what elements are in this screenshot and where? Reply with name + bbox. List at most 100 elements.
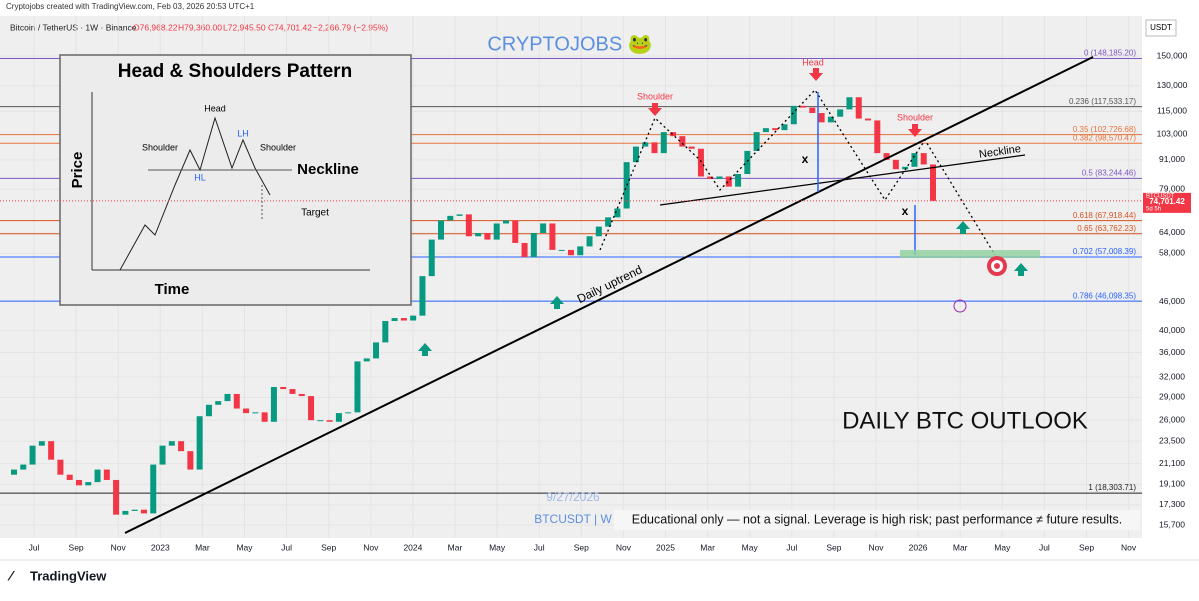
- candle: [224, 393, 231, 402]
- candle: [688, 146, 695, 149]
- symbol: Bitcoin / TetherUS · 1W · Binance: [10, 22, 137, 32]
- candle: [521, 242, 528, 258]
- time-tick-label: Nov: [363, 542, 379, 552]
- price-tick-label: 36,000: [1159, 347, 1185, 357]
- neckline: [659, 154, 1026, 206]
- candle: [670, 132, 677, 137]
- candle: [187, 451, 194, 470]
- fib-label: 1 (18,303.71): [1088, 483, 1136, 492]
- neckline-label: Neckline: [978, 143, 1021, 161]
- inset-head: Head: [204, 103, 226, 113]
- candle: [20, 464, 27, 470]
- ticker-label: BTCUSDT | W: [534, 512, 612, 526]
- arrow-up: [956, 221, 970, 234]
- uptrend-line: [124, 56, 1094, 534]
- candle: [762, 128, 769, 133]
- candle: [725, 176, 732, 187]
- time-tick-label: Jul: [534, 542, 545, 552]
- candle: [150, 464, 157, 514]
- candle: [140, 509, 147, 514]
- candle: [410, 315, 417, 321]
- candle: [11, 469, 17, 475]
- candle: [196, 416, 203, 470]
- candle: [122, 510, 129, 515]
- candle: [818, 113, 825, 123]
- candle: [373, 342, 380, 359]
- candle: [493, 223, 500, 240]
- candle: [317, 420, 324, 422]
- candle: [233, 393, 240, 409]
- price-tick-label: 115,000: [1157, 105, 1187, 115]
- inset-y-label: Price: [69, 152, 86, 189]
- head-label: Head: [802, 57, 824, 67]
- fib-label: 0.618 (67,918.44): [1073, 211, 1136, 220]
- time-tick-label: Sep: [574, 542, 589, 552]
- time-tick-label: May: [742, 542, 759, 552]
- candle: [391, 318, 398, 322]
- price-tick-label: 23,500: [1159, 435, 1185, 445]
- time-tick-label: Mar: [448, 542, 463, 552]
- price-tick-label: 150,000: [1157, 50, 1188, 60]
- candle: [707, 176, 714, 179]
- time-tick-label: Nov: [616, 542, 632, 552]
- inset-hl: HL: [194, 172, 206, 182]
- time-tick-label: Sep: [1079, 542, 1094, 552]
- arrow-up: [418, 343, 432, 356]
- candle: [270, 387, 277, 422]
- time-tick-label: 2025: [656, 542, 675, 552]
- high: H79,360.00: [178, 22, 222, 32]
- time-tick-label: Sep: [826, 542, 841, 552]
- time-tick-label: Nov: [111, 542, 127, 552]
- price-tick-label: 79,000: [1159, 183, 1185, 193]
- inset-x-label: Time: [155, 281, 190, 298]
- candle: [475, 232, 482, 237]
- fib-label: 0.382 (98,570.47): [1073, 133, 1136, 142]
- price-tick-label: 91,000: [1159, 154, 1185, 164]
- inset-title: Head & Shoulders Pattern: [118, 61, 352, 82]
- candle: [902, 166, 909, 170]
- candle: [400, 318, 407, 321]
- disclaimer: Educational only — not a signal. Leverag…: [632, 512, 1122, 526]
- time-tick-label: Jul: [281, 542, 292, 552]
- creator: Cryptojobs created with TradingView.com,…: [6, 2, 255, 11]
- candle: [94, 469, 101, 483]
- time-tick-label: Mar: [195, 542, 210, 552]
- price-tick-label: 17,300: [1159, 499, 1185, 509]
- open: O76,968.22: [133, 22, 178, 32]
- candle: [605, 217, 612, 227]
- time-tick-label: Sep: [69, 542, 84, 552]
- candle: [345, 412, 352, 414]
- price-tick-label: 15,700: [1159, 519, 1185, 529]
- candle: [567, 249, 574, 256]
- price-tag-symbol: BTCUSDT: [1146, 193, 1175, 199]
- fib-label: 0 (148,185.20): [1084, 49, 1136, 58]
- fib-label: 0.5 (83,244.46): [1082, 168, 1137, 177]
- candle: [354, 361, 361, 413]
- price-axis-bg: [1142, 16, 1199, 560]
- candle: [651, 142, 658, 154]
- time-tick-label: Mar: [953, 542, 968, 552]
- candle: [280, 387, 287, 390]
- price-tick-label: 46,000: [1159, 296, 1185, 306]
- candle: [113, 479, 120, 515]
- candle: [465, 214, 472, 237]
- candle: [502, 220, 509, 224]
- time-tick-label: 2023: [151, 542, 170, 552]
- candle: [103, 469, 110, 480]
- price-tag-countdown: 5d 5h: [1146, 206, 1161, 212]
- candle: [586, 236, 593, 247]
- fib-label: 0.65 (63,762.23): [1077, 224, 1136, 233]
- candle: [865, 118, 872, 121]
- candle: [632, 146, 639, 163]
- candle: [883, 153, 890, 160]
- time-tick-label: May: [994, 542, 1011, 552]
- candle: [456, 214, 463, 216]
- candle: [326, 420, 333, 422]
- candle: [809, 107, 816, 114]
- time-tick-label: May: [489, 542, 506, 552]
- price-tick-label: 19,100: [1159, 479, 1185, 489]
- candle: [772, 128, 779, 131]
- candle: [382, 321, 389, 343]
- price-tag: [1143, 192, 1191, 213]
